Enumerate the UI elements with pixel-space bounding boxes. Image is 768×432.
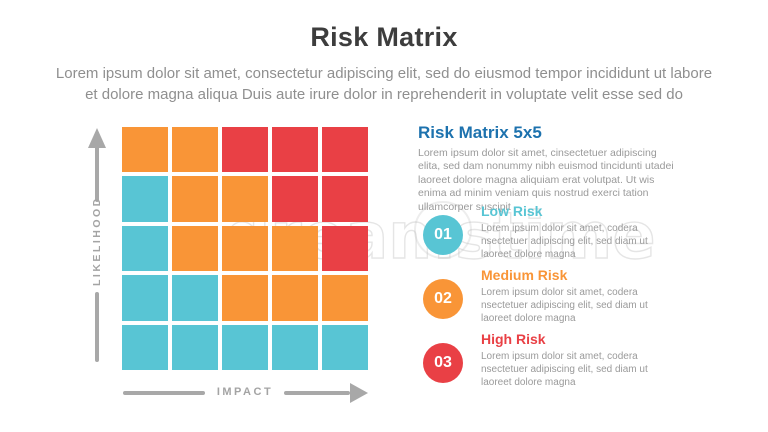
grid-cell-r1c3 — [222, 127, 268, 173]
page-subtitle-line2: et dolore magna aliqua Duis aute irure d… — [85, 86, 683, 104]
high-risk-number-badge: 03 — [423, 343, 463, 383]
low-risk-number-badge: 01 — [423, 215, 463, 255]
medium-risk-description: Lorem ipsum dolor sit amet, codera nsect… — [481, 287, 648, 324]
risk-grid — [122, 127, 368, 370]
y-axis-line-top — [95, 146, 99, 202]
grid-cell-r3c4 — [272, 225, 318, 272]
grid-cell-r1c1 — [122, 127, 168, 173]
grid-cell-r4c3 — [222, 275, 268, 321]
legend-item-medium-risk: 02 Medium Risk Lorem ipsum dolor sit ame… — [423, 267, 703, 325]
medium-risk-number-badge: 02 — [423, 279, 463, 319]
low-risk-description: Lorem ipsum dolor sit amet, codera nsect… — [481, 223, 648, 260]
panel-heading: Risk Matrix 5x5 — [418, 123, 542, 142]
grid-cell-r1c2 — [172, 127, 218, 173]
x-axis-label: IMPACT — [216, 386, 274, 398]
grid-cell-r1c4 — [272, 127, 318, 173]
page-subtitle-line1: Lorem ipsum dolor sit amet, consectetur … — [55, 65, 713, 82]
grid-cell-r4c4 — [272, 275, 318, 321]
grid-cell-r5c1 — [122, 324, 168, 370]
x-axis-line-right — [284, 391, 350, 395]
grid-cell-r3c5 — [322, 225, 368, 272]
grid-cell-r4c2 — [172, 275, 218, 321]
medium-risk-text: Medium Risk Lorem ipsum dolor sit amet, … — [481, 267, 703, 325]
y-axis-line-bottom — [95, 292, 99, 362]
grid-cell-r2c4 — [272, 176, 318, 222]
grid-cell-r5c4 — [272, 324, 318, 370]
grid-cell-r3c2 — [172, 225, 218, 272]
high-risk-title: High Risk — [481, 331, 546, 347]
grid-cell-r4c5 — [322, 275, 368, 321]
medium-risk-title: Medium Risk — [481, 267, 568, 283]
grid-cell-r3c3 — [222, 225, 268, 272]
low-risk-text: Low Risk Lorem ipsum dolor sit amet, cod… — [481, 203, 703, 261]
legend-item-low-risk: 01 Low Risk Lorem ipsum dolor sit amet, … — [423, 203, 703, 261]
high-risk-description: Lorem ipsum dolor sit amet, codera nsect… — [481, 351, 648, 388]
panel-description: Lorem ipsum dolor sit amet, cinsectetuer… — [418, 147, 674, 213]
y-axis-arrowhead-icon — [88, 128, 106, 148]
x-axis-line-left — [123, 391, 205, 395]
grid-cell-r4c1 — [122, 275, 168, 321]
grid-cell-r5c2 — [172, 324, 218, 370]
grid-cell-r2c3 — [222, 176, 268, 222]
grid-cell-r1c5 — [322, 127, 368, 173]
high-risk-text: High Risk Lorem ipsum dolor sit amet, co… — [481, 331, 703, 389]
legend-item-high-risk: 03 High Risk Lorem ipsum dolor sit amet,… — [423, 331, 703, 389]
page-title: Risk Matrix — [310, 22, 458, 52]
grid-cell-r5c5 — [322, 324, 368, 370]
page-subtitle: Lorem ipsum dolor sit amet, consectetur … — [18, 63, 750, 106]
grid-cell-r2c5 — [322, 176, 368, 222]
grid-cell-r2c2 — [172, 176, 218, 222]
grid-cell-r5c3 — [222, 324, 268, 370]
grid-cell-r2c1 — [122, 176, 168, 222]
y-axis-label: LIKELIHOOD — [91, 196, 103, 286]
x-axis-arrowhead-icon — [350, 382, 368, 403]
grid-cell-r3c1 — [122, 225, 168, 272]
low-risk-title: Low Risk — [481, 203, 543, 219]
